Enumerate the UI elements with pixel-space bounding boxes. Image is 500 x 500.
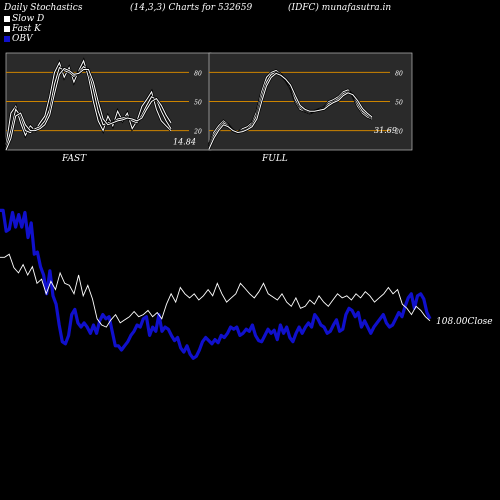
legend-obv: OBV <box>4 34 33 44</box>
fast-level-label-50: 50 <box>194 100 202 107</box>
fast-last-value-label: 14.84 <box>173 138 196 147</box>
legend-fast-k: Fast K <box>4 24 41 34</box>
full-panel-label: FULL <box>262 154 288 164</box>
full-last-value-label: 31.69 <box>374 126 397 135</box>
legend-obv-label: OBV <box>12 34 33 44</box>
legend-fast-k-swatch <box>4 25 10 32</box>
fast-series-2 <box>5 67 172 151</box>
price-close-label: 108.00Close <box>436 317 493 327</box>
legend-slow-d-swatch <box>4 15 10 22</box>
fast-panel-label: FAST <box>62 154 87 164</box>
legend-slow-d-label: Slow D <box>12 14 45 24</box>
legend-slow-d: Slow D <box>4 14 44 24</box>
full-level-label-20: 20 <box>394 129 403 136</box>
obv-line <box>0 208 432 360</box>
fast-level-label-20: 20 <box>193 129 202 136</box>
full-level-label-50: 50 <box>395 100 403 107</box>
full-level-label-80: 80 <box>395 70 403 77</box>
full-series-2 <box>208 72 373 150</box>
fast-level-label-80: 80 <box>194 70 202 77</box>
legend-fast-k-label: Fast K <box>12 24 41 34</box>
chart-params: (14,3,3) Charts for 532659 <box>130 3 253 13</box>
chart-title: Daily Stochastics <box>4 3 83 13</box>
price-line <box>0 253 431 328</box>
legend-obv-swatch <box>4 35 10 42</box>
chart-site: (IDFC) munafasutra.in <box>288 3 392 13</box>
